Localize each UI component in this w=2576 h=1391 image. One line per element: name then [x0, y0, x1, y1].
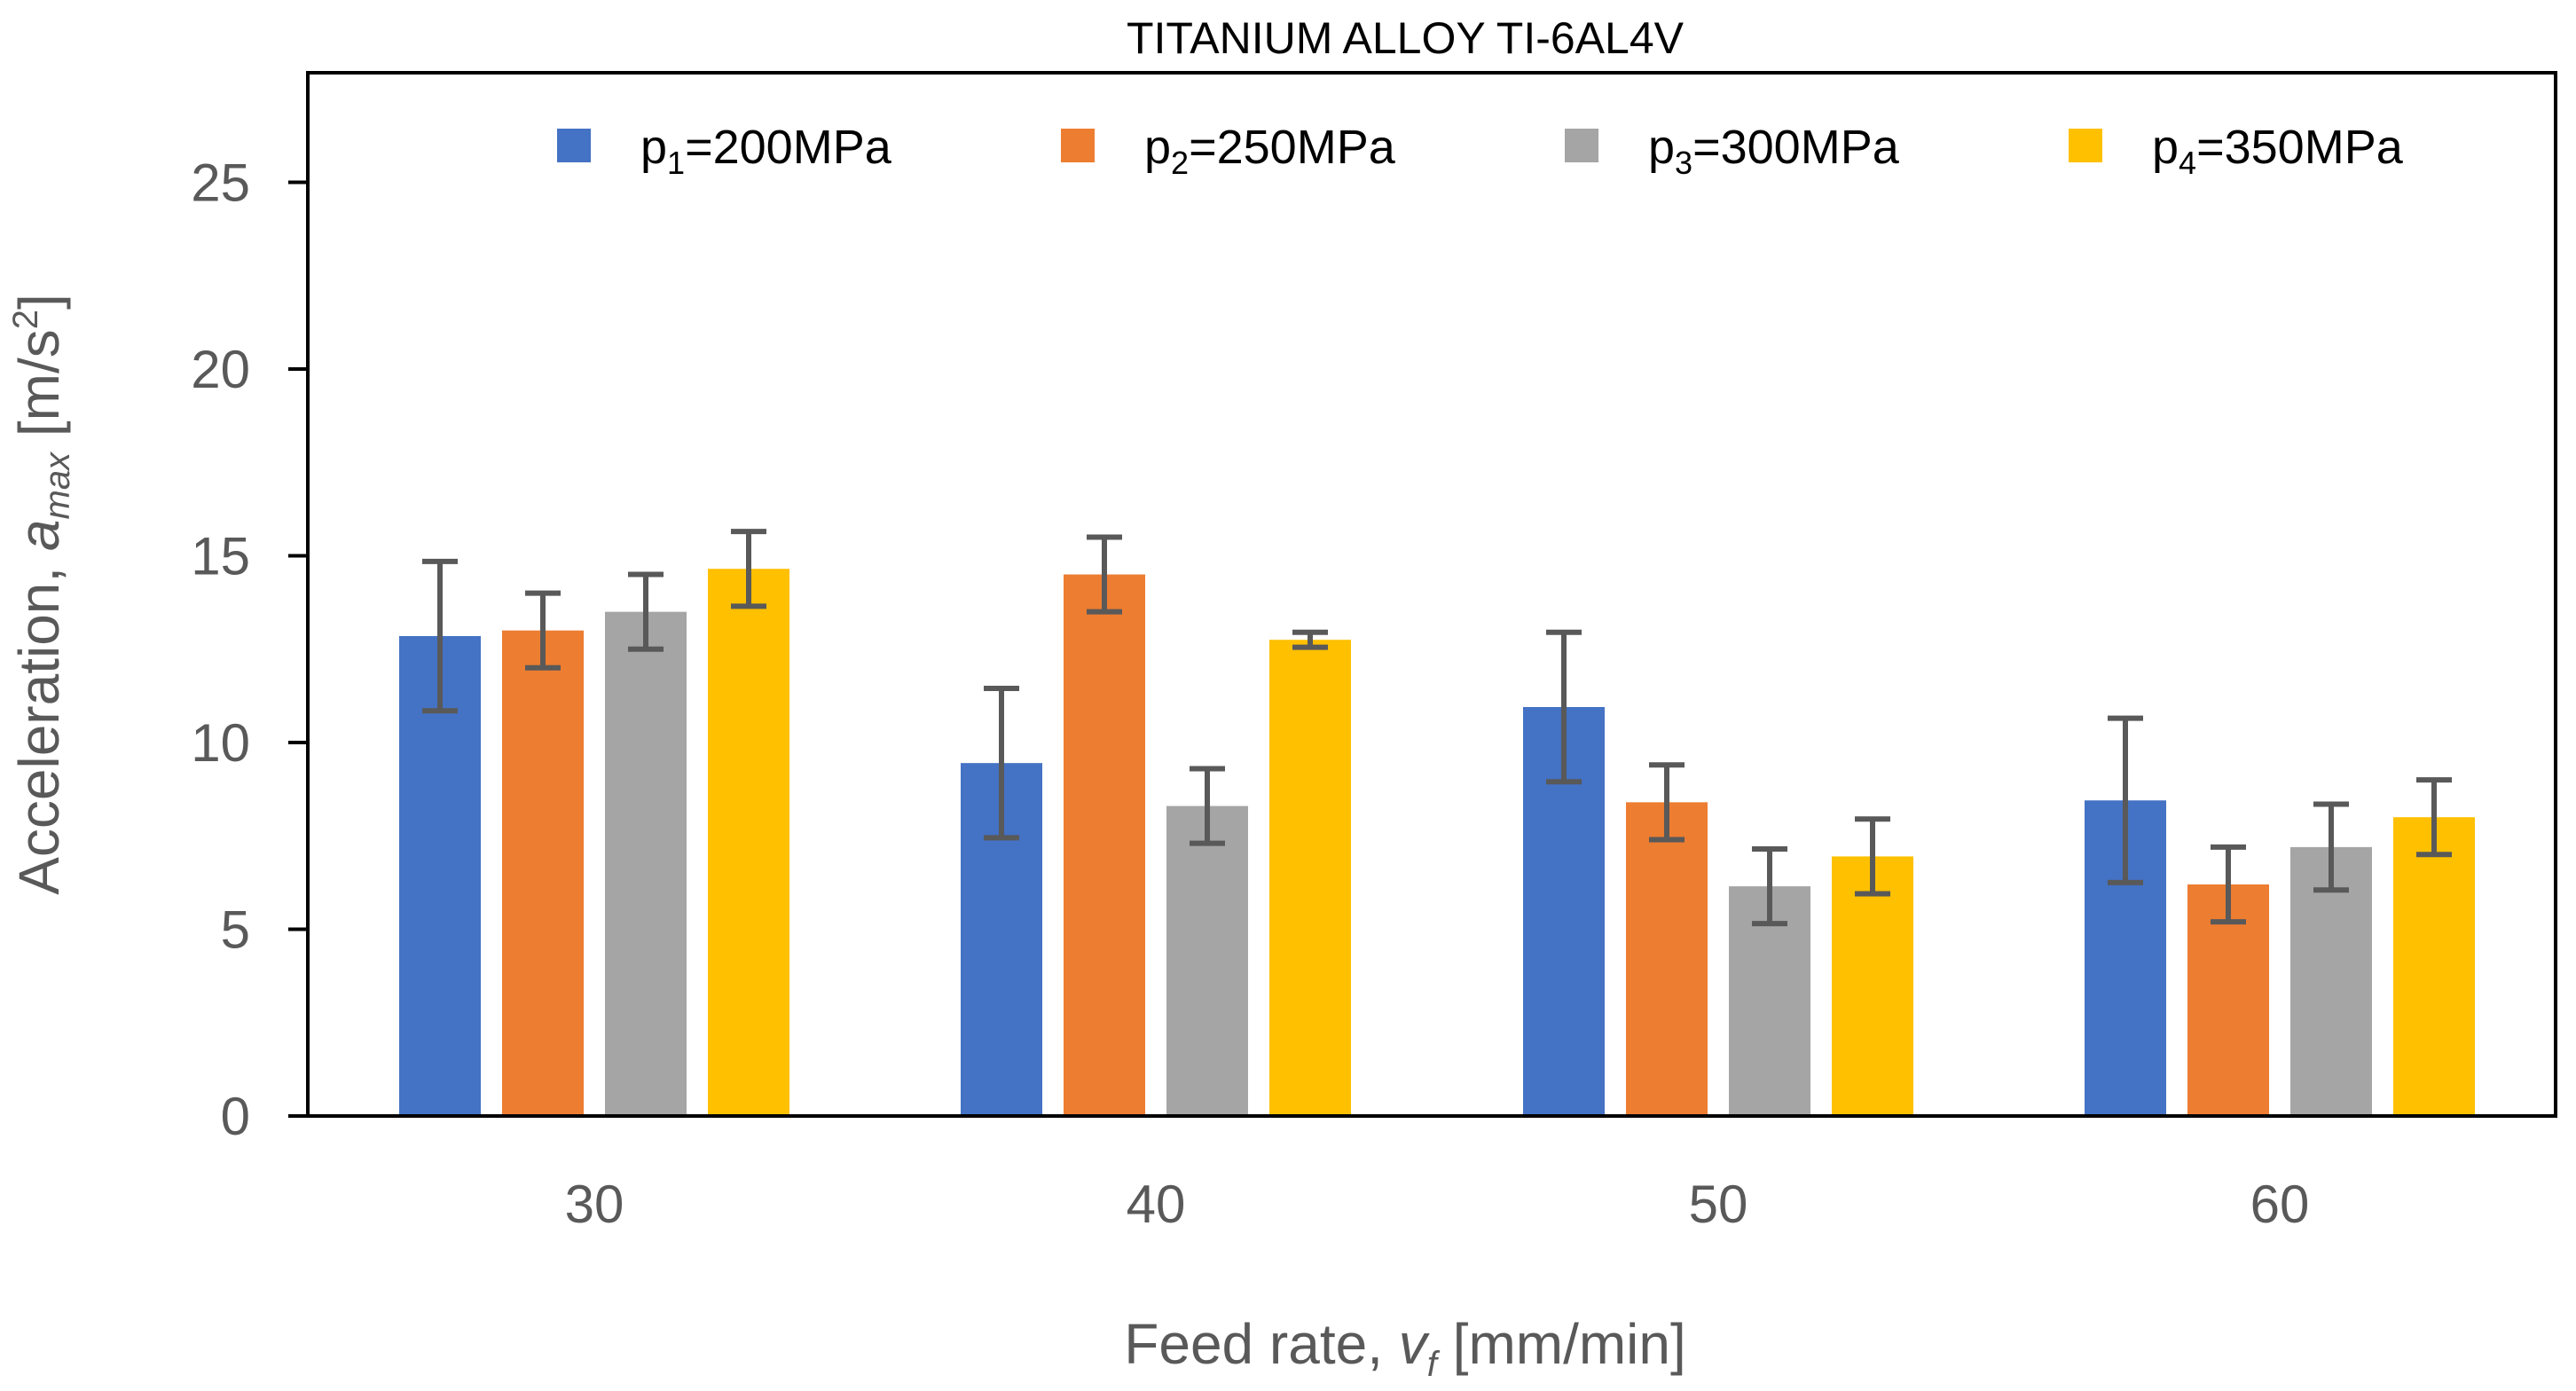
bar-p1=200MPa-30 — [399, 636, 481, 1116]
x-axis-ticks: 30 40 50 60 — [565, 1175, 2310, 1234]
y-axis: 0 5 10 15 20 25 — [191, 73, 310, 1146]
x-axis-label-suffix: [mm/min] — [1437, 1312, 1686, 1376]
legend-label-rest: =200MPa — [685, 121, 892, 174]
bar-p4=350MPa-30 — [708, 569, 789, 1116]
legend-label-rest: =300MPa — [1692, 121, 1900, 174]
bar-p4=350MPa-60 — [2393, 817, 2475, 1116]
bar-p2=250MPa-30 — [502, 630, 584, 1116]
bar-p2=250MPa-50 — [1626, 802, 1708, 1116]
legend: p1=200MPa p2=250MPa p3=300MPa p4=350MPa — [557, 121, 2404, 181]
legend-label-base: p — [2152, 121, 2179, 174]
x-tick-label: 60 — [2250, 1175, 2310, 1234]
legend-item-p2=250MPa: p2=250MPa — [1061, 121, 1396, 181]
error-bar-p1=200MPa-50 — [1546, 629, 1582, 785]
error-bar-p3=300MPa-40 — [1190, 766, 1225, 846]
y-tick-label: 0 — [221, 1087, 250, 1146]
bar-p3=300MPa-30 — [605, 611, 687, 1116]
bars-layer — [399, 569, 2475, 1116]
y-axis-label-symbol: a — [7, 519, 71, 551]
error-bar-p3=300MPa-60 — [2313, 801, 2349, 893]
legend-label-subscript: 4 — [2179, 145, 2196, 181]
x-axis-label: Feed rate, vf [mm/min] — [1124, 1312, 1686, 1384]
y-axis-label-subscript: max — [38, 451, 77, 520]
legend-label-subscript: 3 — [1675, 145, 1692, 181]
legend-swatch — [1061, 129, 1095, 162]
legend-label-base: p — [1648, 121, 1675, 174]
error-bar-p4=350MPa-60 — [2416, 777, 2452, 858]
error-bar-p4=350MPa-30 — [731, 529, 766, 609]
x-tick-label: 30 — [565, 1175, 624, 1234]
y-tick-label: 10 — [191, 713, 250, 773]
legend-label: p4=350MPa — [2152, 121, 2404, 181]
error-bar-p1=200MPa-60 — [2108, 715, 2143, 885]
legend-label-subscript: 1 — [667, 145, 685, 181]
error-bars-layer — [422, 529, 2452, 927]
error-bar-p3=300MPa-30 — [628, 571, 664, 652]
error-bar-p2=250MPa-40 — [1087, 534, 1122, 615]
legend-item-p1=200MPa: p1=200MPa — [557, 121, 892, 181]
y-axis-label: Acceleration, amax [m/s2] — [6, 294, 77, 895]
bar-p3=300MPa-40 — [1166, 806, 1248, 1116]
y-tick-label: 20 — [191, 340, 250, 399]
legend-label-rest: =350MPa — [2196, 121, 2404, 174]
legend-label-base: p — [640, 121, 667, 174]
error-bar-p1=200MPa-30 — [422, 558, 458, 714]
legend-swatch — [2069, 129, 2102, 162]
bar-p2=250MPa-40 — [1064, 574, 1145, 1116]
legend-swatch — [557, 129, 591, 162]
bar-p4=350MPa-40 — [1269, 640, 1351, 1116]
legend-label: p2=250MPa — [1144, 121, 1396, 181]
legend-label-base: p — [1144, 121, 1171, 174]
chart-title: TITANIUM ALLOY TI-6AL4V — [1127, 13, 1685, 63]
legend-item-p3=300MPa: p3=300MPa — [1565, 121, 1900, 181]
y-tick-label: 5 — [221, 900, 250, 960]
legend-label: p1=200MPa — [640, 121, 892, 181]
error-bar-p2=250MPa-30 — [525, 590, 561, 671]
y-axis-label-unit-close: ] — [7, 294, 71, 310]
error-bar-p4=350MPa-40 — [1292, 629, 1328, 650]
legend-label: p3=300MPa — [1648, 121, 1900, 181]
legend-item-p4=350MPa: p4=350MPa — [2069, 121, 2404, 181]
bar-p4=350MPa-50 — [1832, 856, 1913, 1116]
error-bar-p2=250MPa-50 — [1649, 762, 1685, 843]
error-bar-p1=200MPa-40 — [984, 685, 1019, 841]
y-axis-label-superscript: 2 — [6, 310, 45, 329]
x-tick-label: 40 — [1127, 1175, 1186, 1234]
legend-label-rest: =250MPa — [1189, 121, 1396, 174]
legend-label-subscript: 2 — [1171, 145, 1189, 181]
y-tick-label: 25 — [191, 153, 250, 213]
y-tick-label: 15 — [191, 527, 250, 586]
x-axis-label-prefix: Feed rate, — [1124, 1312, 1399, 1376]
y-axis-label-unit-open: [m/s — [7, 329, 71, 452]
error-bar-p3=300MPa-50 — [1752, 845, 1787, 927]
x-axis-label-symbol: v — [1399, 1312, 1431, 1376]
error-bar-p4=350MPa-50 — [1855, 816, 1890, 897]
error-bar-p2=250MPa-60 — [2211, 844, 2246, 925]
y-axis-label-prefix: Acceleration, — [7, 551, 71, 895]
legend-swatch — [1565, 129, 1598, 162]
x-tick-label: 50 — [1689, 1175, 1748, 1234]
